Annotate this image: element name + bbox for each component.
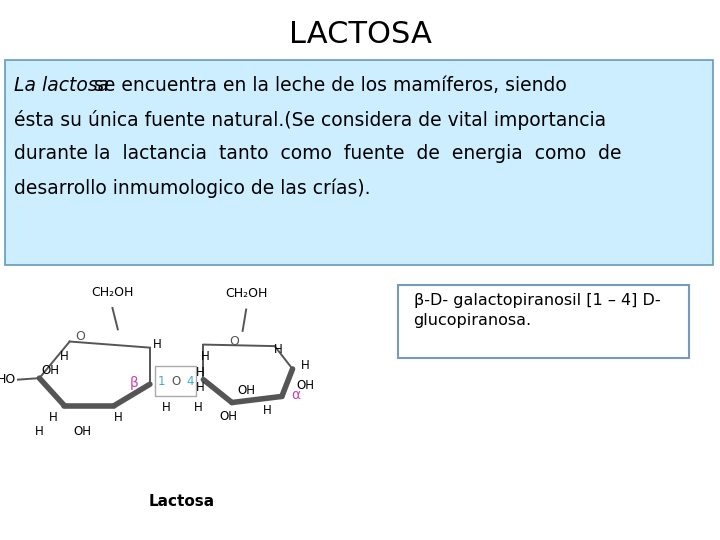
Text: HO: HO <box>0 373 16 386</box>
Text: H: H <box>194 401 202 414</box>
Bar <box>5 60 713 265</box>
Text: OH: OH <box>237 384 255 397</box>
Text: H: H <box>201 350 210 363</box>
Text: H: H <box>49 411 58 424</box>
Text: H: H <box>161 401 171 414</box>
Text: CH₂OH: CH₂OH <box>225 287 267 300</box>
Text: H: H <box>195 366 204 379</box>
Text: O: O <box>171 375 180 388</box>
Text: Lactosa: Lactosa <box>149 494 215 509</box>
Text: OH: OH <box>73 425 91 438</box>
Text: β-D- galactopiranosil [1 – 4] D-
glucopiranosa.: β-D- galactopiranosil [1 – 4] D- glucopi… <box>413 293 660 328</box>
Text: β: β <box>130 376 138 390</box>
Text: H: H <box>274 343 283 356</box>
Text: 1: 1 <box>158 375 166 388</box>
Text: durante la  lactancia  tanto  como  fuente  de  energia  como  de: durante la lactancia tanto como fuente d… <box>14 144 621 163</box>
Text: O: O <box>229 335 238 348</box>
Text: H: H <box>60 350 68 363</box>
Text: H: H <box>114 411 122 424</box>
Text: O: O <box>76 330 85 343</box>
Text: α: α <box>292 388 301 402</box>
Text: OH: OH <box>296 379 314 392</box>
Text: H: H <box>301 360 310 373</box>
Text: OH: OH <box>220 410 238 423</box>
Bar <box>156 366 197 396</box>
Text: 4: 4 <box>186 375 194 388</box>
Text: CH₂OH: CH₂OH <box>91 286 134 299</box>
Text: OH: OH <box>41 364 59 377</box>
Text: LACTOSA: LACTOSA <box>289 20 431 49</box>
Text: se encuentra en la leche de los mamíferos, siendo: se encuentra en la leche de los mamífero… <box>88 76 567 95</box>
Text: H: H <box>264 403 272 417</box>
Text: H: H <box>153 338 161 351</box>
Text: desarrollo inmumologico de las crías).: desarrollo inmumologico de las crías). <box>14 178 371 198</box>
FancyBboxPatch shape <box>398 285 689 357</box>
Text: ésta su única fuente natural.(Se considera de vital importancia: ésta su única fuente natural.(Se conside… <box>14 110 606 130</box>
Text: H: H <box>195 381 204 394</box>
Text: H: H <box>35 425 44 438</box>
Text: La lactosa: La lactosa <box>14 76 109 95</box>
